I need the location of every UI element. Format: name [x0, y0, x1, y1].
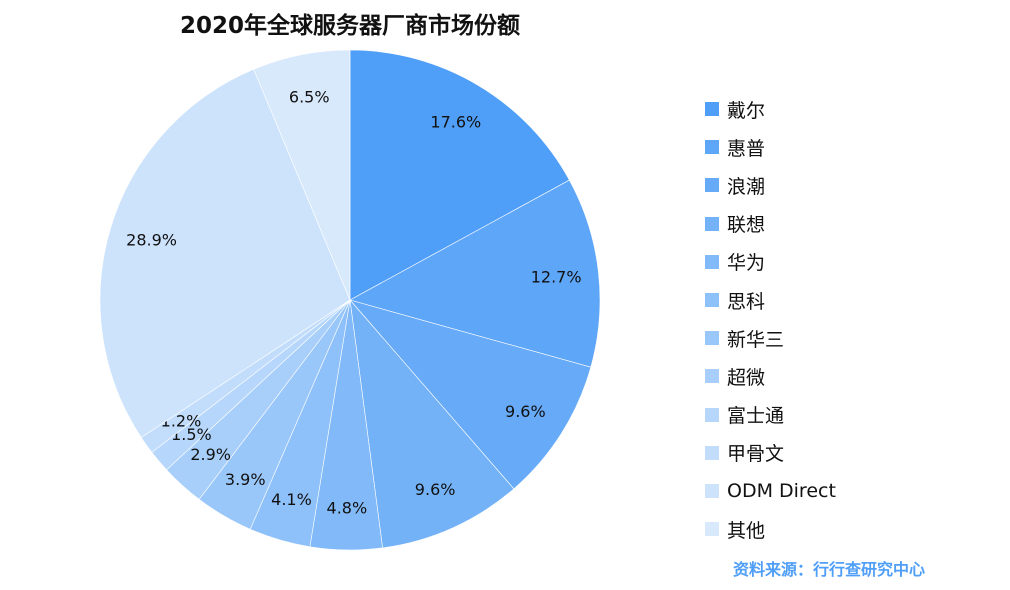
legend-label: 联想	[727, 214, 766, 237]
legend-label: 超微	[727, 366, 766, 389]
legend-label: 富士通	[727, 405, 785, 428]
pie-slice-0	[349, 49, 570, 301]
legend-label: 思科	[727, 290, 766, 313]
legend-label: 浪潮	[727, 175, 766, 198]
legend-item: 惠普	[705, 128, 836, 166]
pie-slice-10	[99, 68, 351, 438]
data-label: 9.6%	[415, 480, 456, 499]
data-label: 2.9%	[190, 445, 231, 464]
data-label: 4.1%	[271, 490, 312, 509]
pie-slice-2	[349, 299, 592, 490]
legend-item: 富士通	[705, 396, 836, 434]
legend-label: 新华三	[727, 328, 785, 351]
data-label: 6.5%	[289, 88, 330, 107]
pie-slice-1	[349, 179, 601, 368]
legend-label: ODM Direct	[727, 479, 836, 502]
data-label: 28.9%	[126, 230, 177, 249]
data-label: 3.9%	[225, 470, 266, 489]
data-label: 9.6%	[505, 402, 546, 421]
legend-swatch	[705, 216, 719, 231]
legend-label: 戴尔	[727, 99, 766, 122]
legend-item: ODM Direct	[705, 472, 836, 510]
legend-swatch	[705, 369, 719, 384]
legend-swatch	[705, 254, 719, 269]
chart-title: 2020年全球服务器厂商市场份额	[179, 13, 520, 39]
legend-swatch	[705, 445, 719, 460]
pie-slice-11	[253, 49, 351, 301]
source-note: 资料来源：行行查研究中心	[733, 560, 926, 579]
pie-slice-3	[349, 299, 515, 549]
legend-swatch	[705, 102, 719, 117]
legend-item: 其他	[705, 510, 836, 548]
legend-swatch	[705, 522, 719, 537]
legend-label: 其他	[727, 519, 766, 542]
data-label: 17.6%	[430, 113, 481, 132]
legend-label: 甲骨文	[727, 443, 785, 466]
legend-item: 戴尔	[705, 90, 836, 128]
legend-swatch	[705, 483, 719, 498]
data-label: 12.7%	[531, 267, 582, 286]
data-label: 4.8%	[327, 498, 368, 517]
legend-swatch	[705, 331, 719, 346]
legend-label: 惠普	[727, 137, 766, 160]
legend-item: 甲骨文	[705, 434, 836, 472]
legend-swatch	[705, 140, 719, 155]
legend-item: 浪潮	[705, 166, 836, 204]
pie-chart: 17.6%12.7%9.6%9.6%4.8%4.1%3.9%2.9%1.5%1.…	[99, 49, 601, 551]
legend-swatch	[705, 293, 719, 308]
legend: 戴尔惠普浪潮联想华为思科新华三超微富士通甲骨文 ODM Direct 其他	[705, 90, 836, 548]
legend-item: 华为	[705, 243, 836, 281]
legend-item: 超微	[705, 357, 836, 395]
legend-label: 华为	[727, 252, 766, 275]
legend-swatch	[705, 178, 719, 193]
legend-item: 新华三	[705, 319, 836, 357]
legend-swatch	[705, 407, 719, 422]
legend-item: 联想	[705, 205, 836, 243]
legend-item: 思科	[705, 281, 836, 319]
